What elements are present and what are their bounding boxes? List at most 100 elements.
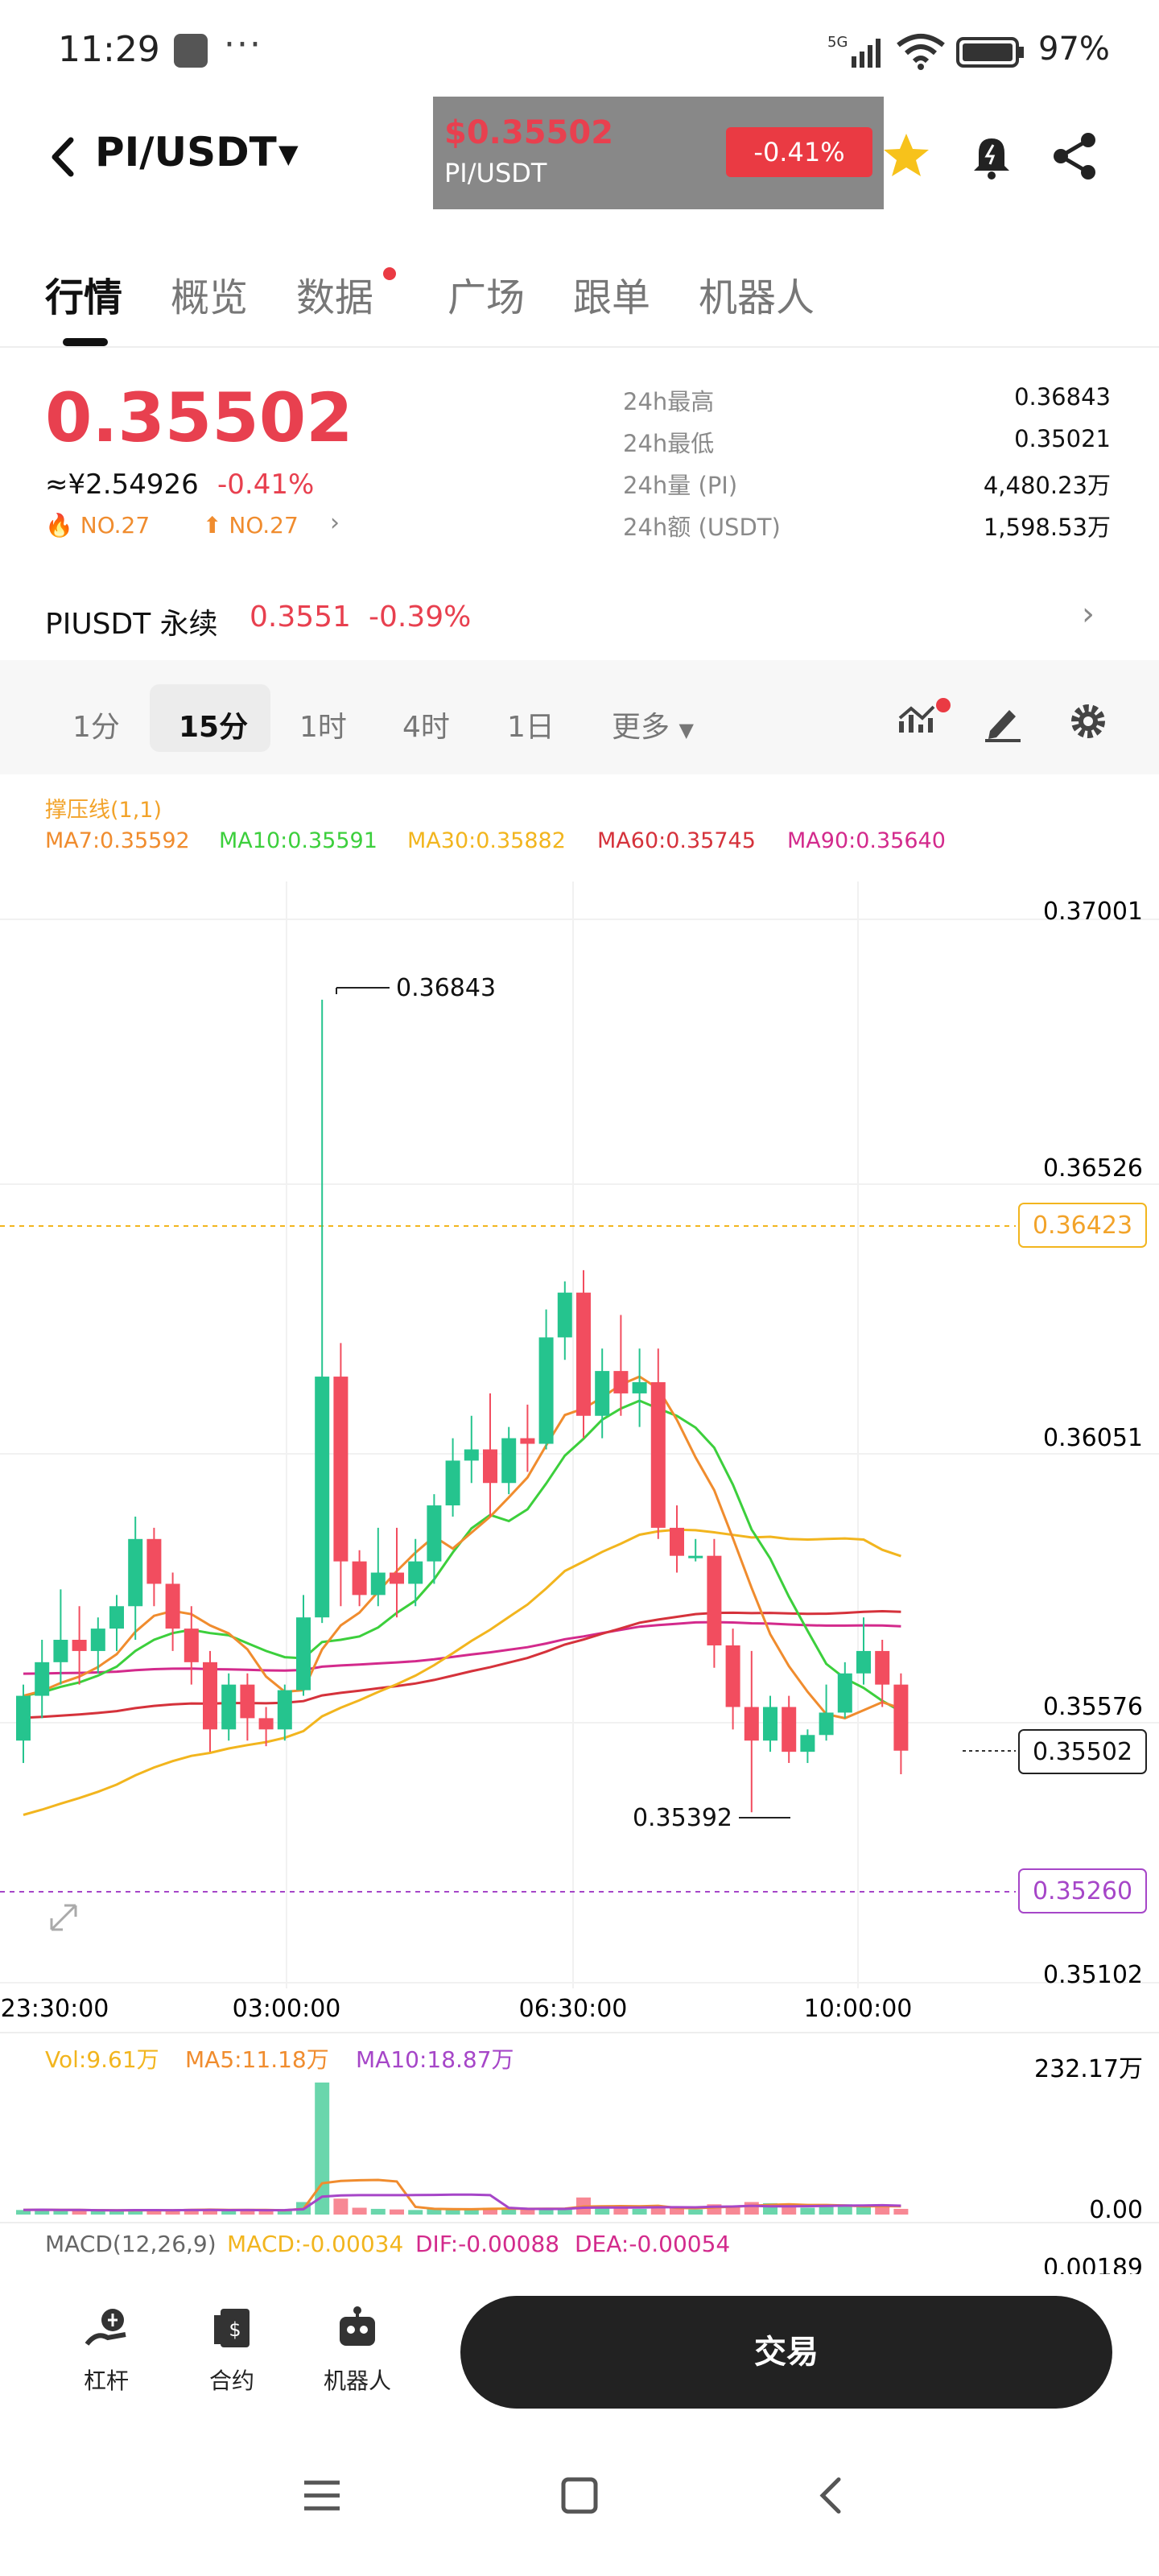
interval-15m[interactable]: 15分 xyxy=(179,711,249,744)
interval-more[interactable]: 更多 ▼ xyxy=(612,704,694,745)
kline-chart[interactable]: 撑压线(1,1) MA7:0.35592 MA10:0.35591 MA30:0… xyxy=(0,777,1159,2274)
candle-body xyxy=(520,1438,535,1444)
y-tick-1: 0.36526 xyxy=(1043,1154,1143,1183)
gainer-rank[interactable]: ⬆ NO.27 xyxy=(203,512,299,539)
legend-macd-name: MACD(12,26,9) xyxy=(45,2231,217,2257)
candle-body xyxy=(315,1377,330,1618)
pair-dropdown-icon[interactable]: ▼ xyxy=(278,138,299,169)
bots-label: 机器人 xyxy=(323,2368,391,2394)
tab-overview[interactable]: 概览 xyxy=(171,275,249,320)
candle-body xyxy=(146,1538,162,1584)
stat-turnover-value: 1,598.53万 xyxy=(983,514,1111,541)
candle-body xyxy=(165,1583,180,1629)
candle-body xyxy=(837,1673,852,1713)
tab-data-notification-dot xyxy=(383,267,396,280)
volume-bar xyxy=(464,2209,479,2215)
tab-square[interactable]: 广场 xyxy=(448,275,526,320)
draw-pen-icon[interactable] xyxy=(980,699,1025,744)
volume-bar xyxy=(632,2208,647,2215)
pair-title[interactable]: PI/USDT xyxy=(95,129,277,175)
volume-bar xyxy=(800,2207,815,2215)
stat-volume-value: 4,480.23万 xyxy=(983,472,1111,499)
rank-chevron-icon[interactable]: › xyxy=(330,509,340,537)
ma90-line xyxy=(23,1620,901,1675)
volume-bar xyxy=(782,2207,797,2215)
interval-4h[interactable]: 4时 xyxy=(402,711,450,744)
hot-rank[interactable]: 🔥 NO.27 xyxy=(45,512,150,539)
candle-body xyxy=(445,1460,460,1506)
home-nav-icon[interactable] xyxy=(555,2471,604,2520)
volume-bar xyxy=(670,2207,684,2215)
network-label: 5G xyxy=(827,34,848,51)
margin-button[interactable]: 杠杆 xyxy=(58,2302,155,2396)
volume-bar xyxy=(408,2210,423,2215)
candle-body xyxy=(53,1640,68,1662)
candle-body xyxy=(203,1662,217,1730)
volume-bar xyxy=(819,2205,834,2215)
back-nav-icon[interactable] xyxy=(808,2471,856,2520)
interval-1h[interactable]: 1时 xyxy=(299,711,347,744)
arrow-up-icon: ⬆ xyxy=(203,512,222,539)
price-alert-bell-icon[interactable] xyxy=(963,127,1021,185)
legend-dea: DEA:-0.00054 xyxy=(575,2231,730,2257)
wifi-icon xyxy=(897,34,945,70)
volume-bar xyxy=(258,2211,274,2215)
candle-body xyxy=(613,1371,629,1393)
perp-chevron-icon[interactable]: › xyxy=(1082,596,1095,633)
indicator-icon[interactable] xyxy=(895,697,953,742)
svg-text:$: $ xyxy=(229,2318,241,2341)
volume-bar xyxy=(613,2208,629,2215)
tab-data[interactable]: 数据 xyxy=(296,275,374,320)
volume-bar xyxy=(221,2211,237,2215)
stat-low-label: 24h最低 xyxy=(623,430,715,457)
chevron-down-icon: ▼ xyxy=(678,719,694,741)
share-icon[interactable] xyxy=(1046,127,1104,185)
x-tick-1: 03:00:00 xyxy=(233,1995,341,2023)
volume-bar xyxy=(370,2208,386,2215)
tab-market[interactable]: 行情 xyxy=(45,275,123,320)
volume-bar xyxy=(90,2211,105,2215)
volume-bar xyxy=(893,2208,909,2215)
candles xyxy=(16,999,909,1813)
y-tick-3: 0.35576 xyxy=(1043,1693,1143,1721)
volume-bar xyxy=(875,2206,890,2215)
tab-copy-trading[interactable]: 跟单 xyxy=(573,275,651,320)
favorite-star-icon[interactable] xyxy=(877,127,935,185)
battery-icon xyxy=(956,37,1024,68)
candle-body xyxy=(819,1712,834,1736)
more-notifications-icon: ··· xyxy=(224,24,262,65)
hot-rank-value: NO.27 xyxy=(80,512,151,539)
expand-chart-icon[interactable] xyxy=(43,1897,84,1938)
low-label: 0.35392 xyxy=(633,1804,732,1832)
resistance-box xyxy=(1018,1203,1147,1248)
perp-change: -0.39% xyxy=(369,601,472,634)
futures-button[interactable]: $ 合约 xyxy=(184,2302,280,2396)
stat-low-value: 0.35021 xyxy=(1014,425,1111,452)
candle-body xyxy=(35,1662,50,1696)
volume-bar xyxy=(744,2202,759,2215)
bots-button[interactable]: 机器人 xyxy=(309,2302,406,2396)
candle-body xyxy=(408,1561,423,1584)
tab-bots[interactable]: 机器人 xyxy=(699,275,815,320)
legend-ma30: MA30:0.35882 xyxy=(407,828,566,853)
vma10-line xyxy=(23,2193,901,2212)
margin-label: 杠杆 xyxy=(83,2368,129,2394)
candle-body xyxy=(221,1684,237,1730)
y-tick-0: 0.37001 xyxy=(1043,898,1143,926)
candle-body xyxy=(893,1684,909,1751)
candle-body xyxy=(744,1707,759,1741)
interval-1m[interactable]: 1分 xyxy=(72,711,120,744)
vol-zero-label: 0.00 xyxy=(1089,2196,1143,2224)
trade-button[interactable]: 交易 xyxy=(460,2296,1112,2409)
volume-bar xyxy=(483,2207,497,2215)
menu-nav-icon[interactable] xyxy=(298,2471,346,2520)
back-icon[interactable] xyxy=(40,129,89,185)
chart-settings-gear-icon[interactable] xyxy=(1066,699,1111,744)
volume-bar xyxy=(352,2207,367,2215)
candle-body xyxy=(707,1555,722,1645)
candle-body xyxy=(538,1337,554,1444)
vol-top-label: 232.17万 xyxy=(1034,2055,1143,2083)
interval-1d[interactable]: 1日 xyxy=(507,711,555,744)
stat-turnover-label: 24h额 (USDT) xyxy=(623,514,781,541)
volume-bar xyxy=(315,2083,330,2215)
